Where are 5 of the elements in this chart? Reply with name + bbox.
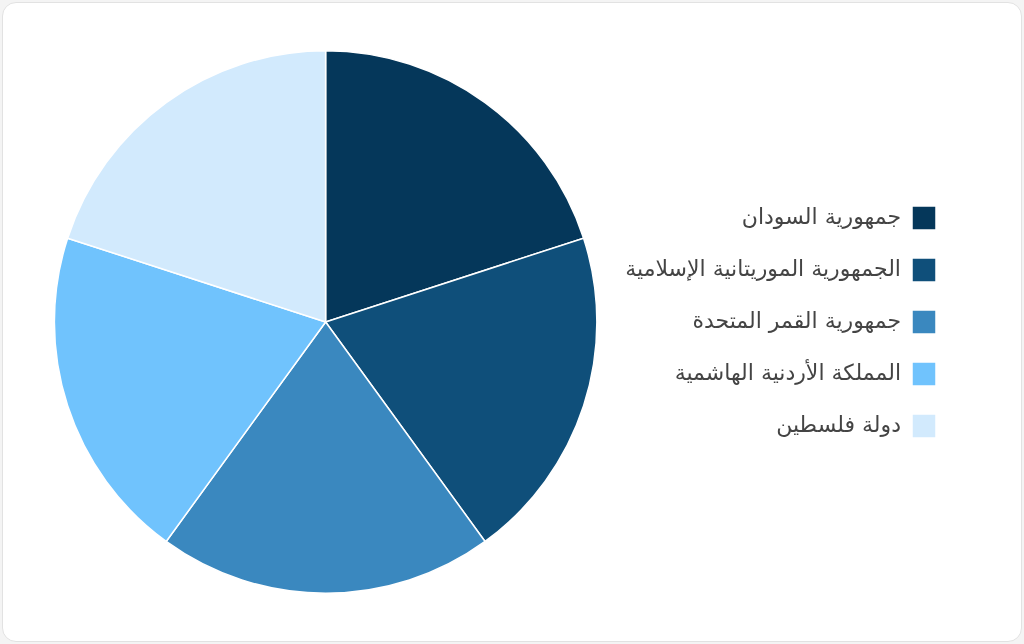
legend-label: الجمهورية الموريتانية الإسلامية bbox=[625, 255, 901, 281]
legend-label: جمهورية السودان bbox=[741, 203, 901, 229]
legend-label: المملكة الأردنية الهاشمية bbox=[674, 358, 901, 385]
legend-label: جمهورية القمر المتحدة bbox=[692, 307, 901, 333]
legend-label: دولة فلسطين bbox=[776, 411, 901, 437]
